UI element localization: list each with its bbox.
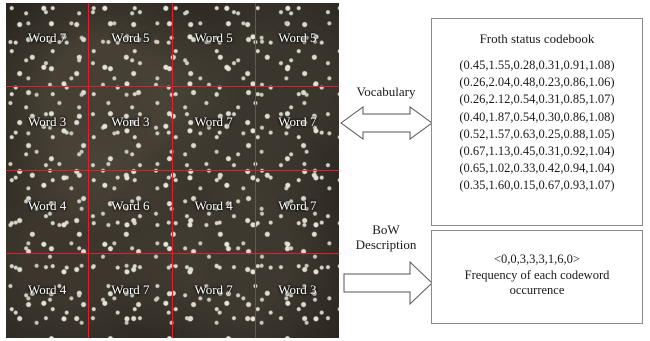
word-label: Word 4: [194, 197, 233, 213]
codeword-entry: (0.26,2.12,0.54,0.31,0.85,1.07): [459, 92, 615, 107]
word-label: Word 5: [278, 30, 317, 46]
codeword-entry: (0.45,1.55,0.28,0.31,0.91,1.08): [459, 58, 615, 72]
word-label: Word 7: [194, 282, 233, 298]
froth-word-grid: Word 7 Word 5 Word 5 Word 5 Word 3 Word …: [6, 3, 339, 338]
grid-cell-r1-c4: Word 5: [255, 3, 339, 87]
grid-cell-r3-c2: Word 6: [89, 170, 173, 255]
codeword-entry: (0.40,1.87,0.54,0.30,0.86,1.08): [459, 109, 615, 124]
bow-caption: Frequency of each codeword occurrence: [464, 267, 610, 297]
word-label: Word 4: [27, 282, 67, 298]
bow-histogram-vector: <0,0,3,3,3,1,6,0>: [494, 251, 580, 266]
word-label: Word 3: [278, 282, 317, 298]
word-label: Word 7: [278, 114, 317, 130]
word-label: Word 5: [194, 30, 233, 46]
grid-cell-r2-c3: Word 7: [172, 86, 256, 171]
vocabulary-label: Vocabulary: [356, 84, 416, 99]
codebook-title: Froth status codebook: [479, 31, 595, 46]
codeword-entry: (0.26,2.04,0.48,0.23,0.86,1.06): [459, 75, 615, 90]
grid-cell-r1-c2: Word 5: [89, 3, 173, 87]
codeword-entry: (0.35,1.60,0.15,0.67,0.93,1.07): [459, 178, 615, 193]
bow-description-label: BoW Description: [344, 222, 428, 252]
word-label: Word 3: [111, 114, 150, 130]
grid-cell-r1-c3: Word 5: [172, 3, 256, 87]
bow-description-box: <0,0,3,3,3,1,6,0> Frequency of each code…: [431, 230, 643, 324]
grid-cell-r2-c1: Word 3: [6, 86, 90, 171]
bow-right-arrow: [343, 260, 433, 306]
vocabulary-double-arrow: [340, 106, 433, 140]
word-label: Word 3: [27, 114, 67, 130]
codebook-box: Froth status codebook (0.45,1.55,0.28,0.…: [431, 18, 643, 226]
grid-cell-r4-c4: Word 3: [256, 254, 339, 338]
grid-cell-r4-c2: Word 7: [89, 254, 173, 338]
froth-image: Word 7 Word 5 Word 5 Word 5 Word 3 Word …: [6, 3, 339, 338]
grid-cell-r1-c1: Word 7: [6, 3, 90, 87]
grid-cell-r2-c2: Word 3: [89, 86, 173, 171]
word-label: Word 7: [278, 197, 317, 213]
bow-label-line1: BoW: [372, 222, 400, 237]
grid-cell-r3-c1: Word 4: [6, 170, 90, 255]
grid-cell-r3-c3: Word 4: [172, 170, 256, 255]
word-label: Word 6: [111, 197, 150, 213]
grid-cell-r4-c3: Word 7: [173, 254, 256, 338]
bow-label-line2: Description: [355, 237, 417, 252]
codebook-entries: (0.45,1.55,0.28,0.31,0.91,1.08) (0.26,2.…: [432, 57, 642, 195]
codeword-entry: (0.67,1.13,0.45,0.31,0.92,1.04): [459, 144, 615, 159]
word-label: Word 7: [27, 30, 67, 46]
codeword-entry: (0.52,1.57,0.63,0.25,0.88,1.05): [459, 126, 615, 141]
grid-cell-r3-c4: Word 7: [255, 171, 339, 255]
word-label: Word 4: [27, 197, 67, 213]
grid-cell-r4-c1: Word 4: [6, 254, 90, 338]
grid-cell-r2-c4: Word 7: [255, 87, 339, 171]
word-label: Word 7: [194, 114, 233, 130]
codeword-entry: (0.65,1.02,0.33,0.42,0.94,1.04): [459, 161, 615, 176]
word-label: Word 5: [111, 30, 150, 46]
word-label: Word 7: [111, 282, 150, 298]
